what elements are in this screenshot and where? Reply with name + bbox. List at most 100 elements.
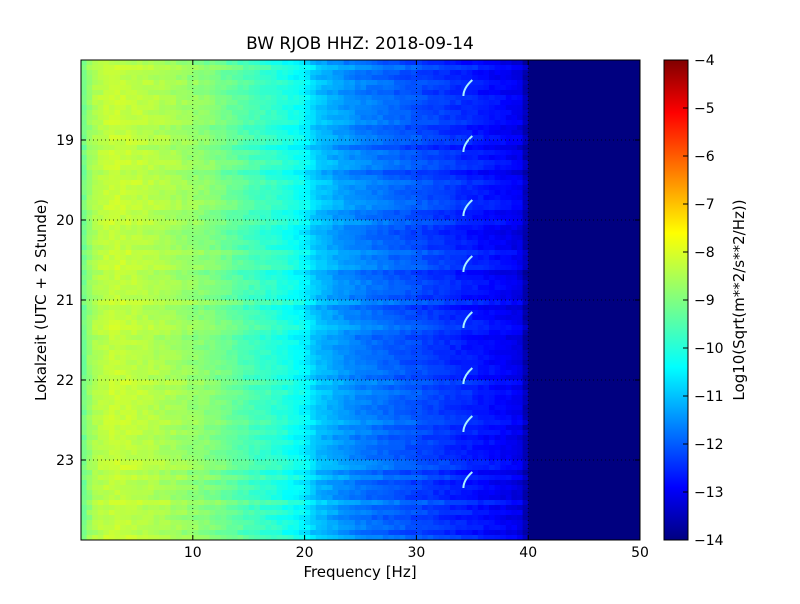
heatmap-cell (533, 75, 540, 81)
heatmap-cell (399, 200, 406, 206)
heatmap-cell (500, 85, 507, 91)
heatmap-cell (377, 75, 384, 81)
heatmap-cell (377, 245, 384, 251)
heatmap-cell (265, 265, 272, 271)
heatmap-cell (416, 185, 423, 191)
heatmap-cell (131, 90, 138, 96)
heatmap-cell (416, 220, 423, 226)
heatmap-cell (81, 195, 88, 201)
heatmap-cell (382, 185, 390, 191)
heatmap-cell (539, 75, 546, 81)
heatmap-cell (623, 85, 630, 91)
heatmap-cell (209, 240, 216, 246)
heatmap-cell (366, 210, 373, 216)
heatmap-cell (477, 70, 485, 76)
heatmap-cell (315, 230, 322, 236)
heatmap-cell (287, 250, 295, 256)
heatmap-cell (517, 80, 524, 86)
heatmap-cell (209, 270, 216, 276)
heatmap-cell (394, 280, 401, 286)
heatmap-cell (226, 260, 233, 266)
heatmap-cell (461, 140, 468, 146)
heatmap-cell (634, 80, 640, 86)
heatmap-cell (483, 180, 490, 186)
heatmap-cell (231, 210, 239, 216)
heatmap-cell (164, 260, 172, 266)
heatmap-cell (231, 230, 239, 236)
heatmap-cell (92, 255, 99, 261)
heatmap-cell (399, 195, 406, 201)
heatmap-cell (511, 295, 518, 301)
heatmap-cell (399, 125, 406, 131)
heatmap-cell (243, 120, 250, 126)
heatmap-cell (321, 265, 328, 271)
heatmap-cell (254, 160, 261, 166)
heatmap-cell (556, 230, 563, 236)
heatmap-cell (416, 140, 423, 146)
heatmap-cell (332, 220, 339, 226)
heatmap-cell (634, 65, 640, 71)
heatmap-cell (371, 130, 378, 136)
heatmap-cell (259, 285, 267, 291)
heatmap-cell (248, 290, 255, 296)
heatmap-cell (248, 60, 255, 66)
heatmap-cell (120, 300, 127, 306)
heatmap-cell (220, 155, 227, 161)
heatmap-cell (343, 105, 350, 111)
heatmap-cell (388, 95, 395, 101)
heatmap-cell (293, 210, 300, 216)
heatmap-cell (254, 180, 261, 186)
heatmap-cell (455, 295, 462, 301)
heatmap-cell (86, 240, 93, 246)
heatmap-cell (97, 130, 104, 136)
heatmap-cell (511, 245, 518, 251)
heatmap-cell (136, 75, 144, 81)
heatmap-cell (176, 235, 183, 241)
heatmap-cell (522, 170, 529, 176)
heatmap-cell (120, 260, 127, 266)
heatmap-cell (259, 260, 267, 266)
heatmap-cell (360, 65, 367, 71)
heatmap-cell (271, 190, 278, 196)
heatmap-cell (136, 255, 144, 261)
heatmap-cell (271, 195, 278, 201)
heatmap-cell (623, 150, 630, 156)
heatmap-cell (416, 190, 423, 196)
heatmap-cell (254, 205, 261, 211)
heatmap-cell (405, 165, 412, 171)
heatmap-cell (399, 150, 406, 156)
heatmap-cell (505, 225, 513, 231)
heatmap-cell (399, 145, 406, 151)
heatmap-cell (299, 245, 306, 251)
heatmap-cell (254, 145, 261, 151)
heatmap-cell (433, 170, 440, 176)
heatmap-cell (125, 265, 132, 271)
heatmap-cell (556, 115, 563, 121)
heatmap-cell (343, 75, 350, 81)
heatmap-cell (606, 225, 613, 231)
heatmap-cell (539, 240, 546, 246)
heatmap-cell (617, 110, 624, 116)
heatmap-cell (187, 150, 194, 156)
heatmap-cell (287, 195, 295, 201)
heatmap-cell (505, 145, 513, 151)
heatmap-cell (159, 115, 166, 121)
heatmap-cell (438, 145, 445, 151)
heatmap-cell (382, 300, 390, 306)
heatmap-cell (131, 255, 138, 261)
heatmap-cell (572, 90, 580, 96)
heatmap-cell (131, 130, 138, 136)
heatmap-cell (472, 275, 479, 281)
heatmap-cell (494, 60, 501, 66)
heatmap-cell (136, 90, 144, 96)
heatmap-cell (483, 60, 490, 66)
heatmap-cell (572, 210, 580, 216)
heatmap-cell (86, 230, 93, 236)
heatmap-cell (209, 115, 216, 121)
heatmap-cell (539, 70, 546, 76)
heatmap-cell (500, 115, 507, 121)
heatmap-cell (159, 215, 166, 221)
heatmap-cell (243, 175, 250, 181)
heatmap-cell (293, 75, 300, 81)
heatmap-cell (438, 110, 445, 116)
